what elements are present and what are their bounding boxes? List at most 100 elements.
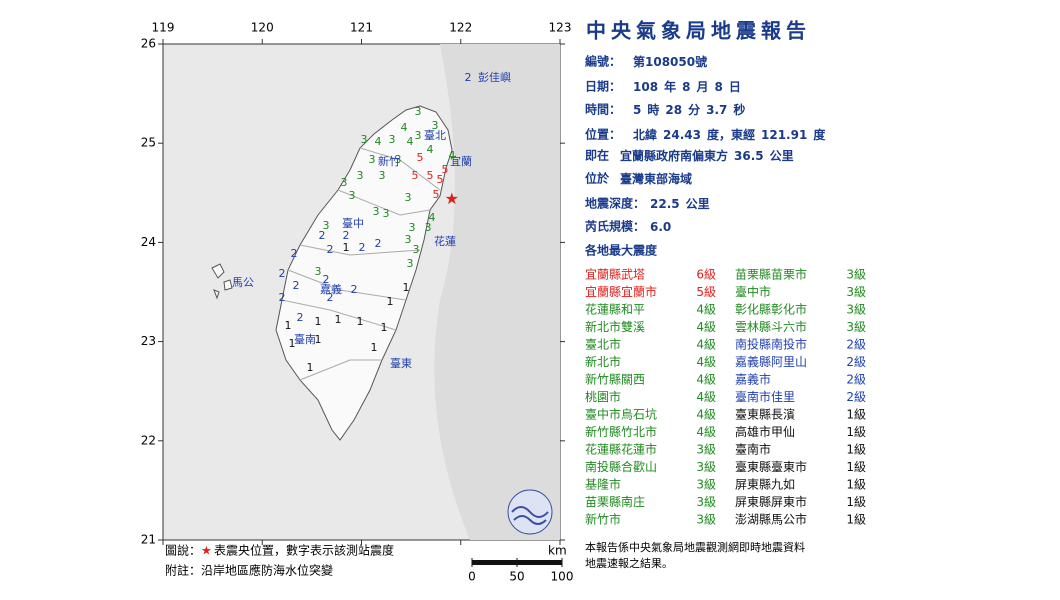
info-value: 宜蘭縣政府南偏東方 36.5 公里 <box>620 148 794 163</box>
station-intensity: 3 <box>373 205 380 218</box>
station-intensity: 1 <box>387 295 394 308</box>
station-intensity: 1 <box>343 241 350 254</box>
station-intensity: 1 <box>335 313 342 326</box>
station-intensity: 3 <box>349 189 356 202</box>
intensity-place: 嘉義市 <box>735 372 771 387</box>
station-intensity: 5 <box>442 163 449 176</box>
intensity-level: 3級 <box>846 320 866 334</box>
station-intensity: 5 <box>427 169 434 182</box>
station-intensity: 1 <box>315 315 322 328</box>
info-part: 36.5 <box>734 149 764 163</box>
intensity-level: 1級 <box>846 460 866 474</box>
intensity-place: 屏東縣屏東市 <box>735 494 807 509</box>
intensity-place: 臺中市烏石坑 <box>585 407 657 422</box>
source: 地震速報之結果。 <box>585 556 673 570</box>
intensity-place: 新北市 <box>585 354 621 369</box>
info-part: 121.91 <box>761 128 807 142</box>
intensity-level: 3級 <box>696 460 716 474</box>
station-intensity: 2 <box>327 243 334 256</box>
station-intensity: 3 <box>405 191 412 204</box>
intensity-place: 臺南市佳里 <box>735 389 795 404</box>
station-intensity: 3 <box>407 257 414 270</box>
epicenter: ★ <box>445 189 459 208</box>
station-intensity: 4 <box>449 149 456 162</box>
info-part: 第108050號 <box>633 54 707 69</box>
station-intensity: 5 <box>412 169 419 182</box>
intensity-level: 3級 <box>846 303 866 317</box>
lon-label: 122 <box>449 21 472 35</box>
intensity-level: 6級 <box>696 268 716 282</box>
station-intensity: 2 <box>465 71 472 84</box>
station-intensity: 3 <box>425 221 432 234</box>
intensity-level: 5級 <box>696 285 716 299</box>
lat-label: 26 <box>141 37 156 51</box>
station-intensity: 2 <box>327 291 334 304</box>
station-intensity: 3 <box>405 233 412 246</box>
info-value: 5 時 28 分 3.7 秒 <box>633 102 745 117</box>
station-intensity: 1 <box>285 319 292 332</box>
station-intensity: 4 <box>375 135 382 148</box>
intensity-level: 1級 <box>846 495 866 509</box>
station-intensity: 4 <box>401 121 408 134</box>
info-value: 臺灣東部海域 <box>620 171 692 186</box>
info-part: 分 <box>688 102 700 117</box>
station-intensity: 2 <box>375 237 382 250</box>
station-intensity: 3 <box>395 153 402 166</box>
station-intensity: 2 <box>297 311 304 324</box>
penghu <box>211 263 233 300</box>
station-intensity: 3 <box>379 169 386 182</box>
station-intensity: 3 <box>409 221 416 234</box>
info-value: 第108050號 <box>633 54 707 69</box>
info-part: 公里 <box>770 148 794 163</box>
intensity-place: 新竹縣關西 <box>585 372 645 387</box>
info-value: 22.5 公里 <box>650 196 710 211</box>
station-intensity: 2 <box>343 229 350 242</box>
intensity-level: 4級 <box>696 338 716 352</box>
station-intensity: 2 <box>323 273 330 286</box>
station-intensity: 5 <box>433 188 440 201</box>
station-intensity: 2 <box>293 279 300 292</box>
intensity-level: 2級 <box>846 338 866 352</box>
station-intensity: 3 <box>361 133 368 146</box>
place-label: 臺東 <box>390 356 412 370</box>
intensity-level: 4級 <box>696 425 716 439</box>
intensity-level: 2級 <box>846 355 866 369</box>
intensity-level: 4級 <box>696 355 716 369</box>
scale-unit: km <box>548 544 567 558</box>
station-intensity: 3 <box>315 265 322 278</box>
legend-label: 圖說： <box>165 543 201 558</box>
intensity-level: 3級 <box>696 443 716 457</box>
info-label: 即在 <box>585 148 609 163</box>
station-intensity: 1 <box>315 333 322 346</box>
station-intensity: 3 <box>323 219 330 232</box>
station-intensity: 3 <box>389 133 396 146</box>
info-label: 時間： <box>585 102 621 117</box>
station-intensity: 1 <box>403 281 410 294</box>
place-label: 宜蘭 <box>450 154 472 168</box>
lat-label: 25 <box>141 136 156 150</box>
info-value: 6.0 <box>650 220 671 234</box>
intensity-level: 4級 <box>696 408 716 422</box>
place-label: 臺北 <box>424 128 446 142</box>
intensity-level: 4級 <box>696 320 716 334</box>
info-part: 8 <box>682 80 690 94</box>
station-intensity: 1 <box>381 321 388 334</box>
lon-label: 119 <box>152 21 175 35</box>
intensity-level: 3級 <box>696 495 716 509</box>
station-intensity: 2 <box>359 241 366 254</box>
info-label: 芮氏規模： <box>585 219 645 234</box>
intensity-place: 嘉義縣阿里山 <box>735 354 807 369</box>
lon-label: 123 <box>549 21 572 35</box>
place-label: 臺南 <box>294 332 316 346</box>
scale-label: 50 <box>509 570 524 584</box>
intensity-place: 基隆市 <box>585 477 621 492</box>
info-part: 5 <box>633 103 641 117</box>
intensity-place: 花蓮縣和平 <box>585 302 645 317</box>
intensity-place: 苗栗縣南庄 <box>585 494 645 509</box>
station-intensity: 5 <box>417 151 424 164</box>
intensity-level: 4級 <box>696 303 716 317</box>
info-part: 28 <box>665 103 682 117</box>
info-label: 位於 <box>585 171 610 186</box>
station-intensity: 3 <box>383 207 390 220</box>
intensity-place: 高雄市甲仙 <box>735 424 795 439</box>
